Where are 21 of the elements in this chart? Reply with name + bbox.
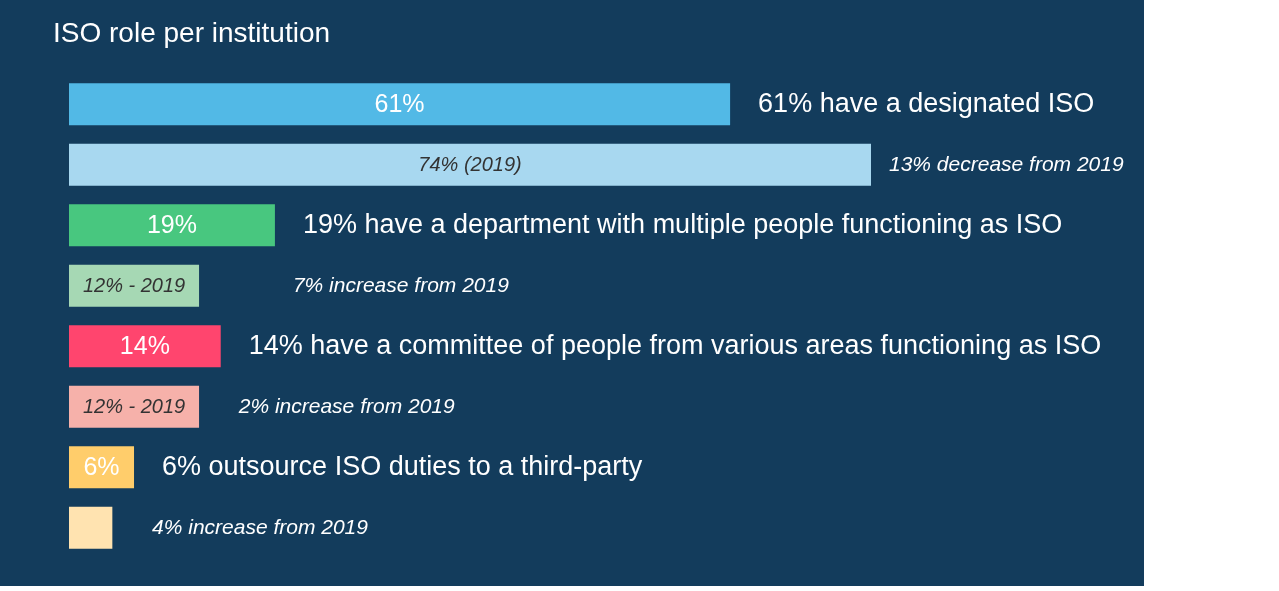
data-label: 12% - 2019 <box>82 273 186 296</box>
bar <box>69 325 221 368</box>
text: 13% decrease from 2019 <box>889 151 1124 175</box>
bar <box>69 143 871 186</box>
annotation: 6% outsource ISO duties to a third-party <box>162 451 643 482</box>
annotation: 61% have a designated ISO <box>758 88 1095 119</box>
data-label: 12% - 2019 <box>82 394 186 417</box>
bar <box>69 506 113 549</box>
data-label: 6% <box>83 452 120 481</box>
data-label: 19% <box>146 210 197 239</box>
annotation: 19% have a department with multiple people functioning as ISO <box>302 209 1063 240</box>
annotation: 7% increase from 2019 <box>292 272 510 296</box>
bar <box>69 83 731 126</box>
data-label: 61% <box>374 89 425 118</box>
annotation: 2% increase from 2019 <box>237 393 455 417</box>
data-label: 14% <box>119 331 170 360</box>
chart-title: ISO role per institution <box>53 17 331 48</box>
data-label: 74% (2019) <box>418 152 522 175</box>
annotation: 4% increase from 2019 <box>152 514 369 538</box>
bar <box>69 204 275 247</box>
annotation: 14% have a committee of people from various areas functioning as ISO <box>248 330 1102 361</box>
